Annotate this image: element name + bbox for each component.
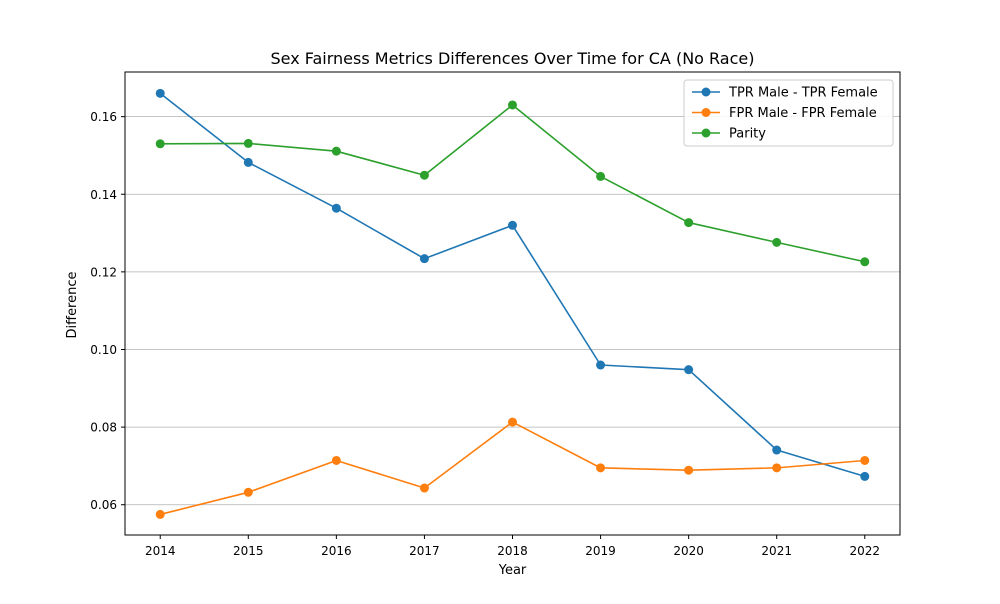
- data-point: [419, 170, 429, 180]
- data-point: [155, 139, 165, 149]
- data-point: [772, 237, 782, 247]
- data-point: [596, 360, 606, 370]
- data-point: [508, 417, 517, 427]
- legend-label: Parity: [729, 127, 766, 142]
- legend-item: Parity: [692, 127, 766, 142]
- y-tick-label: 0.12: [90, 265, 117, 279]
- data-point: [155, 88, 165, 98]
- data-point: [684, 218, 694, 228]
- x-tick-label: 2015: [233, 544, 264, 558]
- data-point: [772, 463, 782, 473]
- x-tick-label: 2018: [497, 544, 528, 558]
- legend-marker-swatch: [701, 108, 711, 117]
- legend-label: FPR Male - FPR Female: [729, 106, 877, 121]
- x-tick-label: 2021: [761, 544, 792, 558]
- data-point: [243, 487, 253, 497]
- x-axis: 2014 2015 2016 2017 2018 2019 2020 2021 2022: [145, 535, 880, 558]
- x-tick-label: 2014: [145, 544, 176, 558]
- legend-item: FPR Male - FPR Female: [692, 106, 877, 121]
- y-tick-label: 0.08: [90, 421, 117, 435]
- data-point: [243, 157, 253, 167]
- data-point: [860, 471, 870, 481]
- series-3: [155, 100, 870, 267]
- x-tick-label: 2016: [321, 544, 352, 558]
- y-tick-label: 0.06: [90, 498, 117, 512]
- data-point: [331, 455, 341, 465]
- y-tick-label: 0.10: [90, 343, 117, 357]
- legend-marker-swatch: [701, 128, 711, 138]
- legend-box: [683, 79, 894, 147]
- data-point: [596, 463, 606, 473]
- series-1: [155, 88, 870, 481]
- series-layer: [155, 88, 870, 519]
- data-point: [243, 138, 253, 148]
- x-tick-label: 2019: [585, 544, 616, 558]
- y-axis-label: Difference: [65, 271, 80, 338]
- data-point: [331, 203, 341, 213]
- data-point: [860, 257, 870, 267]
- x-tick-label: 2020: [673, 544, 704, 558]
- data-point: [684, 365, 694, 375]
- x-tick-label: 2022: [849, 544, 880, 558]
- y-tick-label: 0.14: [90, 188, 117, 202]
- legend-label: TPR Male - TPR Female: [728, 86, 878, 101]
- data-point: [508, 220, 517, 230]
- data-point: [596, 171, 606, 181]
- data-point: [684, 465, 694, 475]
- series-2: [155, 417, 870, 519]
- data-point: [419, 254, 429, 264]
- x-tick-label: 2017: [409, 544, 440, 558]
- chart-title: Sex Fairness Metrics Differences Over Ti…: [270, 49, 754, 68]
- legend-marker-swatch: [701, 87, 711, 97]
- x-axis-label: Year: [498, 563, 527, 578]
- data-point: [155, 509, 165, 519]
- legend: TPR Male - TPR Female FPR Male - FPR Fema…: [683, 79, 894, 147]
- data-point: [419, 483, 429, 493]
- legend-item: TPR Male - TPR Female: [692, 86, 878, 101]
- data-point: [331, 146, 341, 156]
- data-point: [508, 100, 517, 110]
- data-point: [860, 455, 870, 465]
- data-point: [772, 445, 782, 455]
- y-axis: 0.06 0.08 0.10 0.12 0.14 0.16: [90, 110, 125, 512]
- y-tick-label: 0.16: [90, 110, 117, 124]
